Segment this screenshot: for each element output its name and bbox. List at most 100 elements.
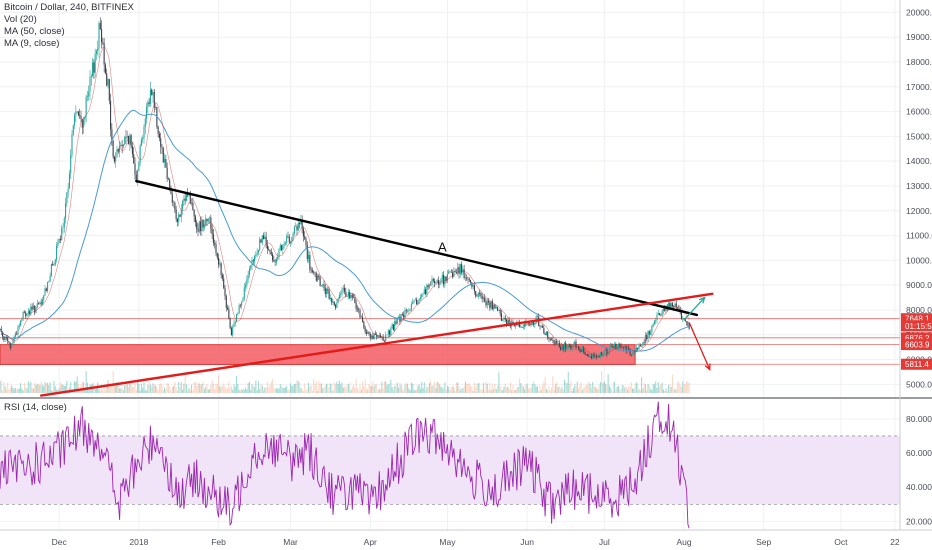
rsi-legend[interactable]: RSI (14, close) — [4, 402, 67, 413]
candle-body — [196, 222, 198, 229]
volume-bar — [567, 372, 569, 393]
volume-bar — [493, 388, 495, 393]
candle-body — [246, 279, 248, 286]
rsi-axis[interactable]: 20.0000 40.0000 60.0000 80.0000 — [906, 414, 932, 527]
volume-bar — [134, 383, 136, 393]
volume-bar — [63, 386, 65, 393]
volume-bar — [552, 376, 554, 393]
candle-body — [608, 348, 610, 353]
price-axis[interactable]: 5000.06000.07000.08000.09000.010000.0110… — [906, 7, 932, 389]
volume-bar — [38, 384, 40, 393]
candle-body — [215, 244, 217, 253]
volume-bar — [530, 387, 532, 393]
volume-bar — [611, 390, 613, 393]
volume-bar — [560, 388, 562, 393]
volume-bar — [20, 383, 22, 393]
candle-body — [273, 260, 275, 262]
volume-bar — [545, 388, 547, 393]
resistance-trend-line[interactable] — [135, 179, 699, 317]
price-tick-label: 17000.0 — [906, 82, 932, 92]
ma9-legend[interactable]: MA (9, close) — [4, 38, 60, 49]
volume-bar — [399, 383, 401, 393]
volume-bar — [642, 388, 644, 393]
candle-body — [651, 326, 653, 333]
volume-bar — [662, 389, 664, 393]
volume-bar — [206, 384, 208, 393]
volume-bar — [679, 384, 681, 393]
volume-bar — [557, 386, 559, 393]
time-axis[interactable]: Dec 2018 Feb Mar Apr May Jun Jul Aug Sep Oct 22 — [52, 537, 900, 547]
support-trend-line[interactable] — [39, 292, 714, 397]
candle-body — [473, 285, 475, 292]
volume-bar — [648, 385, 650, 393]
candle-body — [656, 314, 658, 320]
price-tick-label: 5000.0 — [906, 379, 932, 389]
volume-bar — [158, 384, 160, 393]
candle-body — [301, 219, 303, 229]
time-tick-label: Aug — [676, 537, 691, 547]
volume-bar — [349, 382, 351, 393]
candle-body — [563, 342, 565, 350]
volume-bar — [543, 381, 545, 393]
candle-body — [18, 325, 20, 327]
volume-bar — [83, 382, 85, 393]
volume-bar — [520, 382, 522, 393]
candle-body — [283, 243, 285, 245]
trend-lines[interactable] — [39, 179, 714, 397]
volume-bar — [116, 381, 118, 393]
volume-bar — [380, 389, 382, 393]
candle-body — [626, 348, 628, 351]
ma50-legend[interactable]: MA (50, close) — [4, 26, 65, 37]
candle-body — [274, 261, 276, 263]
candle-body — [8, 341, 10, 344]
time-tick-label: Mar — [283, 537, 298, 547]
volume-bar — [547, 389, 549, 393]
candle-body — [464, 277, 466, 279]
volume-bar — [322, 388, 324, 393]
candle-body — [522, 326, 524, 328]
candle-body — [675, 303, 677, 308]
candle-body — [175, 209, 177, 219]
volume-bar — [160, 383, 162, 393]
volume-bar — [50, 390, 52, 393]
symbol-legend[interactable]: Bitcoin / Dollar, 240, BITFINEX — [4, 2, 134, 13]
volume-bar — [419, 388, 421, 393]
volume-bar — [383, 381, 385, 393]
candle-body — [333, 301, 335, 305]
volume-bar — [120, 388, 122, 393]
candle-body — [45, 288, 47, 292]
candle-body — [318, 275, 320, 278]
volume-bar — [453, 387, 455, 393]
candle-body — [119, 145, 121, 152]
volume-bar — [657, 382, 659, 393]
candle-body — [185, 193, 187, 201]
time-tick-label: Feb — [211, 537, 226, 547]
volume-bar — [48, 385, 50, 393]
volume-bar — [511, 390, 513, 393]
volume-bar — [362, 381, 364, 393]
volume-bar — [35, 384, 37, 393]
volume-bar — [482, 383, 484, 393]
volume-bar — [529, 388, 531, 393]
candle-body — [174, 202, 176, 210]
candle-body — [436, 280, 438, 283]
candle-body — [408, 310, 410, 311]
volume-bar — [498, 372, 500, 393]
candle-body — [513, 324, 515, 327]
volume-bar — [659, 385, 661, 393]
volume-bar — [225, 388, 227, 393]
price-tick-label: 9000.0 — [906, 280, 932, 290]
candle-body — [13, 336, 15, 343]
candle-body — [557, 342, 559, 344]
volume-bar — [382, 388, 384, 393]
candle-body — [234, 321, 236, 324]
volume-legend[interactable]: Vol (20) — [4, 14, 37, 25]
candle-body — [360, 316, 362, 318]
volume-bar — [56, 389, 58, 393]
candle-body — [398, 316, 400, 318]
candle-body — [176, 218, 178, 222]
candle-body — [93, 62, 95, 73]
candle-body — [671, 303, 673, 307]
candle-body — [311, 270, 313, 273]
